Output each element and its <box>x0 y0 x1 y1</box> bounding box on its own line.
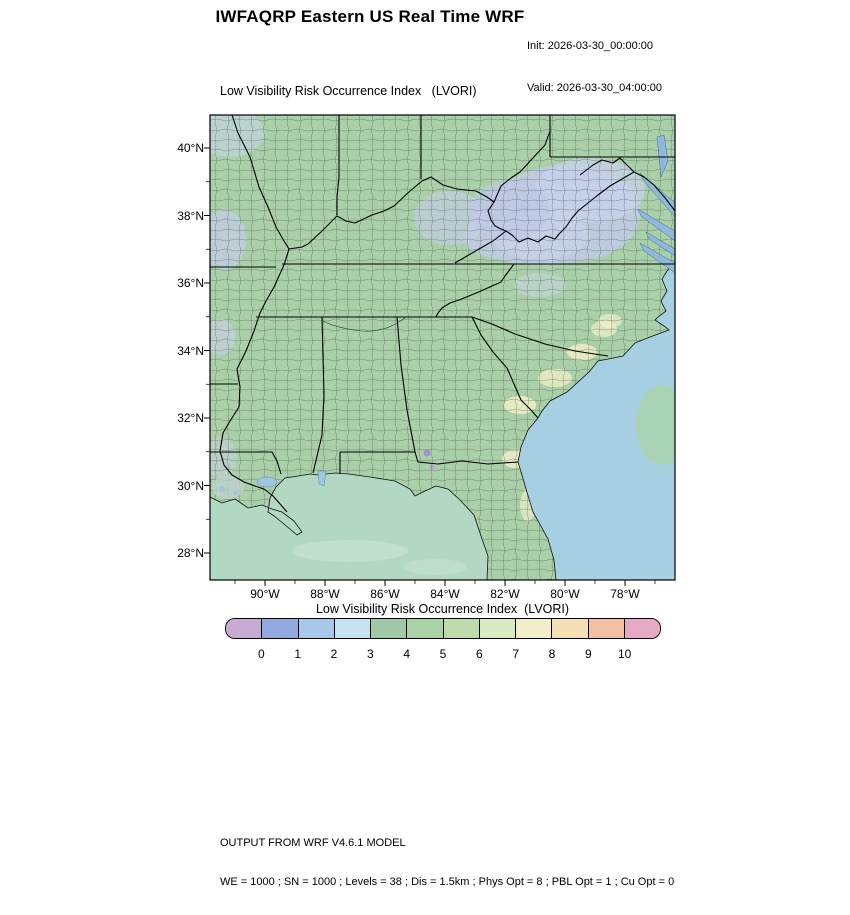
marsh-area <box>212 475 244 499</box>
gulf-light-streak-2 <box>403 559 467 575</box>
colorbar-cell <box>226 619 262 638</box>
valid-time-label: Valid: 2026-03-30_04:00:00 <box>527 82 662 94</box>
colorbar-title: Low Visibility Risk Occurrence Index (LV… <box>315 602 570 616</box>
map-plot <box>204 114 676 586</box>
colorbar-cell <box>515 619 552 638</box>
colorbar-cell <box>370 619 407 638</box>
ocean-atlantic <box>517 262 675 580</box>
lon-tick-label: 80°W <box>550 587 580 601</box>
colorbar-cell <box>406 619 443 638</box>
init-time-label: Init: 2026-03-30_00:00:00 <box>527 40 653 52</box>
lat-tick-label: 38°N <box>177 208 204 223</box>
colorbar-tick-label: 6 <box>475 647 483 661</box>
ocean-gulf <box>210 472 489 580</box>
footer: OUTPUT FROM WRF V4.6.1 MODEL WE = 1000 ;… <box>220 811 674 915</box>
lon-tick-label: 84°W <box>430 587 460 601</box>
figure-title: IWFAQRP Eastern US Real Time WRF <box>215 7 525 26</box>
colorbar-tick-label: 10 <box>617 647 632 661</box>
colorbar-tick-label: 1 <box>294 647 301 661</box>
colorbar-cell <box>333 619 370 638</box>
footer-line2: WE = 1000 ; SN = 1000 ; Levels = 38 ; Di… <box>220 876 675 888</box>
colorbar <box>225 618 661 639</box>
colorbar-cell <box>261 619 298 638</box>
lon-tick-label: 88°W <box>310 587 340 601</box>
lat-tick-label: 34°N <box>177 343 204 358</box>
colorbar-cell <box>551 619 588 638</box>
state-borders <box>210 115 675 513</box>
run-info: Init: 2026-03-30_00:00:00 Valid: 2026-03… <box>527 11 662 123</box>
map-title: Low Visibility Risk Occurrence Index (LV… <box>220 84 477 98</box>
lon-tick-label: 90°W <box>250 587 280 601</box>
footer-line1: OUTPUT FROM WRF V4.6.1 MODEL <box>220 837 406 849</box>
colorbar-cell <box>587 619 624 638</box>
colorbar-tick-label: 0 <box>257 647 265 661</box>
gulf-light-streak <box>292 540 408 562</box>
chesapeake-water <box>637 134 675 274</box>
lat-tick-label: 30°N <box>177 478 204 493</box>
small-bays <box>256 470 327 488</box>
colorbar-cell <box>623 619 660 638</box>
ocean-green-patch <box>636 385 675 465</box>
lat-tick-label: 32°N <box>177 411 204 425</box>
colorbar-tick-label: 8 <box>548 647 556 661</box>
lon-tick-label: 82°W <box>490 587 520 601</box>
colorbar-tick-label: 2 <box>330 647 338 661</box>
lat-tick-label: 36°N <box>177 276 204 290</box>
colorbar-tick-label: 9 <box>584 647 592 661</box>
colorbar-cell <box>478 619 515 638</box>
colorbar-tick-label: 4 <box>403 647 410 661</box>
rivers <box>322 316 407 332</box>
lon-tick-label: 86°W <box>370 587 400 601</box>
lon-tick-label: 78°W <box>610 587 640 601</box>
plot-border <box>209 114 676 581</box>
colorbar-cell <box>297 619 334 638</box>
lat-tick-label: 40°N <box>177 141 204 155</box>
lat-tick-label: 28°N <box>177 546 204 560</box>
axis-ticks <box>204 147 656 586</box>
colorbar-tick-label: 3 <box>366 647 374 661</box>
colorbar-tick-label: 5 <box>439 647 447 661</box>
colorbar-cell <box>442 619 479 638</box>
colorbar-tick-label: 7 <box>512 647 519 661</box>
